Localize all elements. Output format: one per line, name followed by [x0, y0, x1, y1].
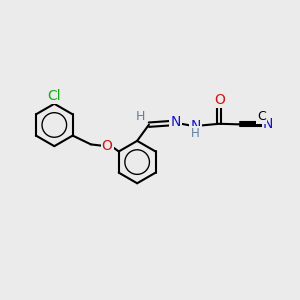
- Text: Cl: Cl: [47, 88, 61, 103]
- Text: N: N: [263, 117, 273, 131]
- Text: N: N: [170, 115, 181, 129]
- Text: C: C: [257, 110, 266, 123]
- Text: H: H: [136, 110, 146, 123]
- Text: H: H: [191, 127, 200, 140]
- Text: N: N: [190, 118, 201, 133]
- Text: O: O: [102, 139, 112, 153]
- Text: O: O: [214, 93, 225, 106]
